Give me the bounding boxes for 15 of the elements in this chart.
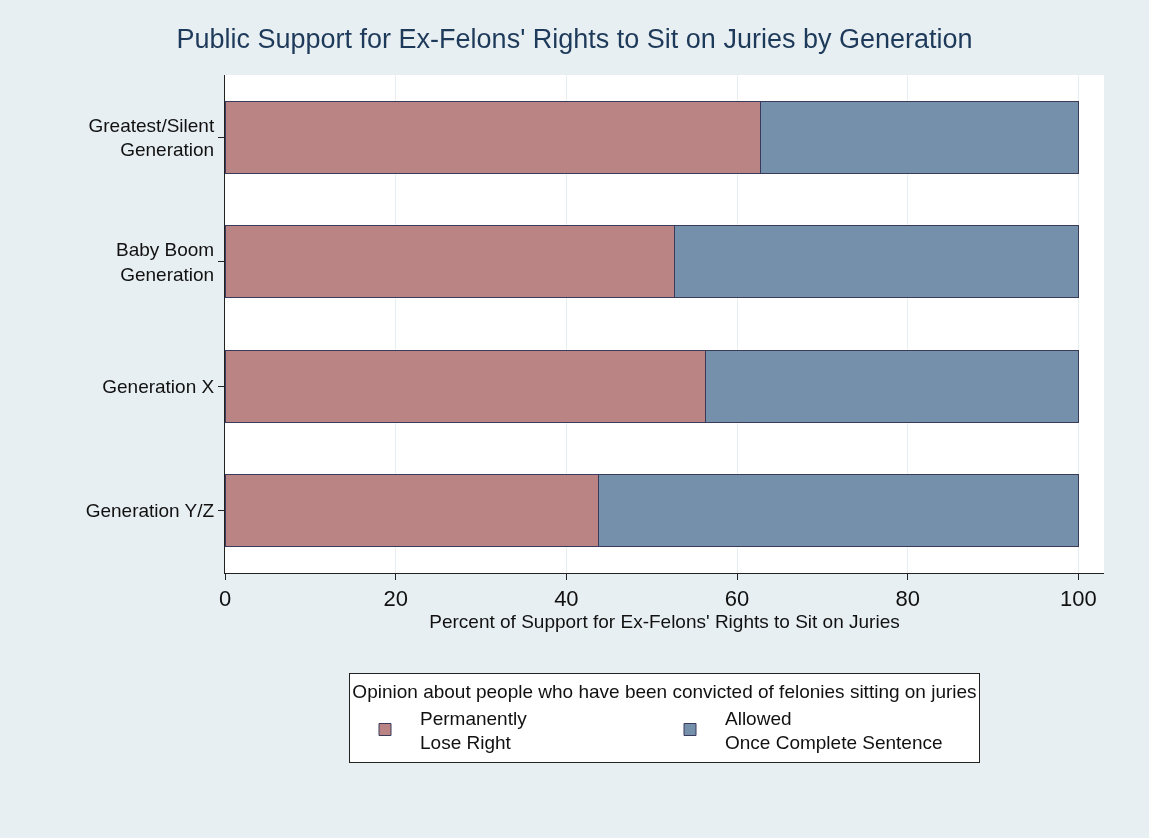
y-tick-label: Baby Boom Generation (115, 239, 215, 285)
legend-label: Allowed Once Complete Sentence (725, 707, 943, 754)
y-tick-label: Generation X (102, 375, 215, 397)
x-tick-label: 40 (554, 586, 579, 612)
x-tick-label: 100 (1060, 586, 1097, 612)
x-tick-label: 20 (383, 586, 408, 612)
x-tick-label: 0 (218, 586, 232, 612)
x-tick-label: 60 (724, 586, 750, 612)
y-tick-label: Generation Y/Z (85, 500, 215, 522)
y-tick-label: Greatest/Silent Generation (88, 114, 215, 161)
chart-title: Public Support for Ex-Felons' Rights to Sit on Juries by Generation (176, 24, 973, 55)
x-tick-label: 80 (895, 586, 920, 612)
x-axis-title: Percent of Support for Ex-Felons' Rights to Sit on Juries (429, 611, 900, 633)
legend-label: Permanently Lose Right (420, 707, 528, 754)
legend-title: Opinion about people who have been convicted of felonies sitting on juries (352, 681, 977, 703)
